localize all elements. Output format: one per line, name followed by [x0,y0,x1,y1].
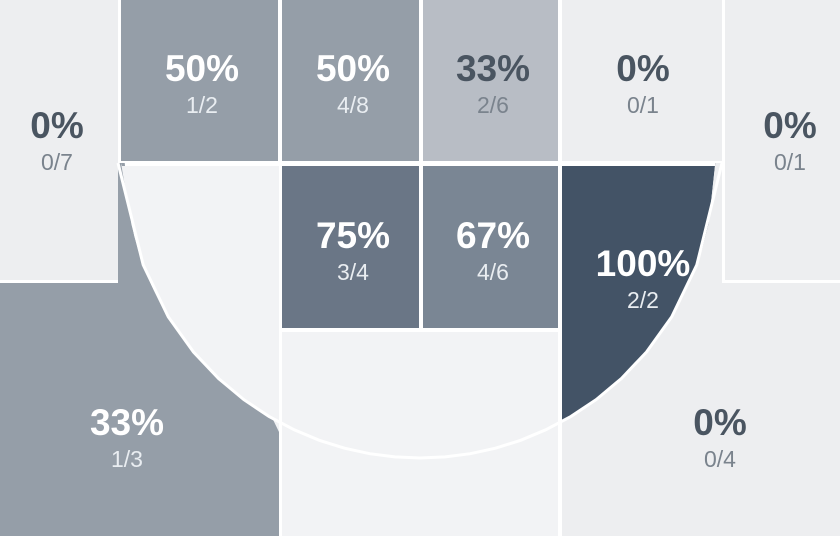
zone-right-paint-mid [423,166,558,328]
zone-right-baseline-mid [562,0,722,161]
zone-left-baseline-mid [121,0,278,161]
zone-left-elbow-mid [121,163,279,432]
zone-right-wing-three [562,163,840,536]
three-point-arc [116,162,724,460]
zone-attempts-right-paint-mid: 4/6 [477,259,509,285]
zone-attempts-left-baseline-mid: 1/2 [186,92,218,118]
zone-attempts-left-paint-mid: 3/4 [337,259,369,285]
zone-left-paint-top [282,0,419,161]
zone-percentage-right-wing-mid: 100% [596,243,691,284]
zone-percentage-left-baseline-mid: 50% [165,48,239,89]
zone-left-wing-three [0,163,279,536]
zone-attempts-right-wing-mid: 2/2 [627,287,659,313]
zone-percentage-left-corner-three: 0% [30,105,83,146]
zone-percentage-right-paint-mid: 67% [456,215,530,256]
zone-left-paint-mid [282,166,419,328]
zone-attempts-right-corner-three: 0/1 [774,149,806,175]
zone-percentage-left-paint-top: 50% [316,48,390,89]
zone-percentage-right-paint-top: 33% [456,48,530,89]
zone-attempts-right-baseline-mid: 0/1 [627,92,659,118]
zone-top-key-mid [282,332,558,458]
zone-attempts-right-wing-three: 0/4 [704,446,736,472]
zone-right-paint-top [423,0,558,161]
zone-attempts-left-corner-three: 0/7 [41,149,73,175]
zone-attempts-right-paint-top: 2/6 [477,92,509,118]
zone-percentage-left-wing-three: 33% [90,402,164,443]
zone-attempts-left-wing-three: 1/3 [111,446,143,472]
zone-left-corner-three [0,0,118,280]
zone-right-corner-three [725,0,840,280]
zone-top-key-three [282,423,558,536]
zone-percentage-right-corner-three: 0% [763,105,816,146]
zone-percentage-left-paint-mid: 75% [316,215,390,256]
zone-percentage-right-baseline-mid: 0% [616,48,669,89]
zone-percentage-right-wing-three: 0% [693,402,746,443]
zone-attempts-left-paint-top: 4/8 [337,92,369,118]
zone-right-wing-mid [562,163,722,422]
